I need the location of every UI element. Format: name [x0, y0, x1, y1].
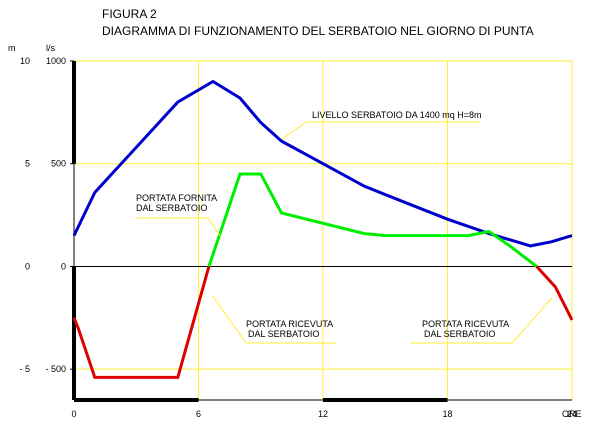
y-right-tick-label: 500	[51, 159, 66, 169]
y-left-tick-label: 0	[25, 261, 30, 271]
y-left-tick-label: 10	[20, 56, 30, 66]
series-line-portata-ricevuta-2	[535, 265, 574, 321]
series-lines	[72, 79, 574, 379]
x-tick-label: 6	[196, 409, 201, 419]
x-tick-label: 0	[71, 409, 76, 419]
x-tick-label: 18	[442, 409, 452, 419]
figure-label: FIGURA 2	[102, 7, 157, 21]
y-right-tick-label: - 500	[45, 364, 66, 374]
annotation-portata-ricevuta-2-text: PORTATA RICEVUTA	[422, 319, 509, 329]
y-axis-band	[72, 266, 76, 400]
y-left-tick-label: - 5	[19, 364, 30, 374]
y-left-unit-label: m	[8, 43, 16, 53]
x-tick-label: 12	[318, 409, 328, 419]
annotation-portata-ricevuta-2-text: DAL SERBATOIO	[424, 329, 495, 339]
y-right-tick-label: 0	[61, 261, 66, 271]
axes	[70, 60, 572, 402]
y-axis-band	[72, 61, 76, 164]
x-axis-band	[323, 398, 448, 402]
chart-title: DIAGRAMMA DI FUNZIONAMENTO DEL SERBATOIO…	[102, 24, 534, 38]
annotations: LIVELLO SERBATOIO DA 1400 mq H=8m PORTATA…	[136, 110, 553, 344]
x-tick-label: 24	[567, 409, 577, 419]
annotation-portata-fornita-text: DAL SERBATOIO	[136, 203, 207, 213]
annotation-portata-ricevuta-1-text: DAL SERBATOIO	[248, 329, 319, 339]
tick-labels: m l/s ORE 10 5 0 - 5 1000 500 0 - 500 0 6 12 18 24	[8, 43, 582, 419]
annotation-portata-fornita-text: PORTATA FORNITA	[136, 193, 217, 203]
annotation-portata-fornita-leader	[136, 217, 221, 237]
series-line-portata-ricevuta-1	[72, 266, 211, 379]
annotation-livello-text: LIVELLO SERBATOIO DA 1400 mq H=8m	[312, 110, 482, 120]
x-unit-label: ORE	[562, 409, 582, 419]
annotation-portata-ricevuta-1-text: PORTATA RICEVUTA	[246, 319, 333, 329]
annotation-livello-leader	[281, 121, 480, 140]
y-right-tick-label: 1000	[46, 56, 66, 66]
annotation-portata-ricevuta-2-leader	[410, 297, 553, 344]
annotation-portata-ricevuta-1-leader	[211, 294, 336, 344]
series-line-livello	[72, 79, 573, 248]
y-left-tick-label: 5	[25, 159, 30, 169]
y-right-unit-label: l/s	[46, 43, 56, 53]
series-line-portata-fornita	[207, 172, 538, 268]
x-axis-band	[74, 398, 199, 402]
